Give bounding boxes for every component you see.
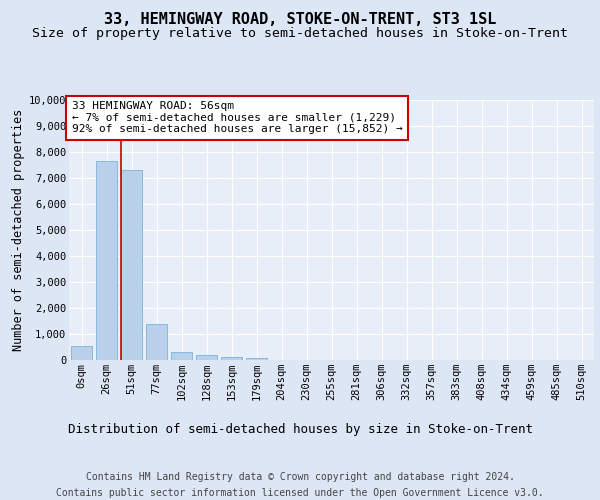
Text: Contains HM Land Registry data © Crown copyright and database right 2024.: Contains HM Land Registry data © Crown c… [86,472,514,482]
Text: 33 HEMINGWAY ROAD: 56sqm
← 7% of semi-detached houses are smaller (1,229)
92% of: 33 HEMINGWAY ROAD: 56sqm ← 7% of semi-de… [71,102,403,134]
Bar [171,352,192,360]
Bar [121,170,142,360]
Bar [146,324,167,360]
Bar [71,346,92,360]
Bar [246,358,267,360]
Text: Distribution of semi-detached houses by size in Stoke-on-Trent: Distribution of semi-detached houses by … [67,422,533,436]
Text: 33, HEMINGWAY ROAD, STOKE-ON-TRENT, ST3 1SL: 33, HEMINGWAY ROAD, STOKE-ON-TRENT, ST3 … [104,12,496,28]
Text: Contains public sector information licensed under the Open Government Licence v3: Contains public sector information licen… [56,488,544,498]
Bar [221,357,242,360]
Bar [196,356,217,360]
Text: Size of property relative to semi-detached houses in Stoke-on-Trent: Size of property relative to semi-detach… [32,28,568,40]
Bar [96,161,117,360]
Y-axis label: Number of semi-detached properties: Number of semi-detached properties [11,109,25,351]
